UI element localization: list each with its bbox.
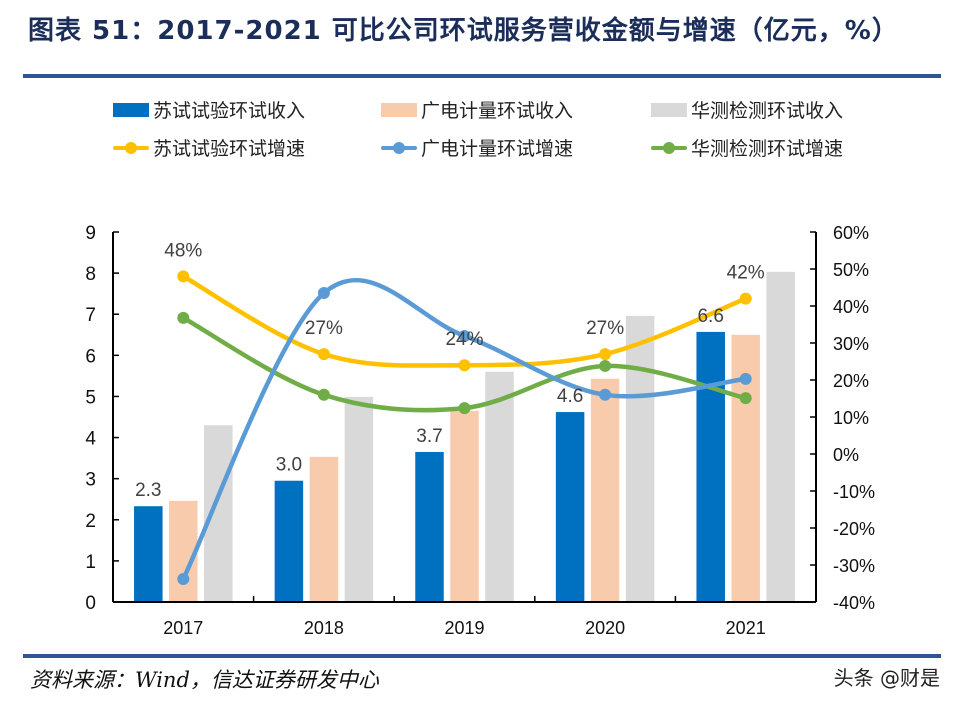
series-marker-guangdian-2017 — [177, 573, 190, 586]
bar-suzhou-2018 — [274, 480, 304, 602]
bar-suzhou-2021 — [696, 331, 725, 602]
series-marker-huace-2019 — [458, 402, 471, 415]
legend-item-huace-revenue: 华测检测环试收入 — [651, 96, 843, 123]
series-line-suzhou — [181, 274, 748, 368]
legend-item-suzhou-revenue: 苏试试验环试收入 — [113, 96, 305, 123]
bar-suzhou-2017 — [134, 506, 163, 602]
source-note: 资料来源：Wind，信达证券研发中心 — [30, 668, 379, 692]
legend-swatch — [381, 102, 417, 117]
legend-label: 苏试试验环试增速 — [153, 138, 306, 160]
bar-data-label: 4.6 — [557, 386, 583, 407]
bar-guangdian-2018 — [309, 456, 339, 602]
y-tick-label-right: 40% — [833, 297, 869, 317]
y-tick-label-left: 2 — [85, 511, 96, 532]
x-tick-label: 2020 — [585, 618, 625, 638]
x-tick-label: 2019 — [444, 618, 484, 638]
bar-huace-2020 — [625, 315, 655, 602]
y-tick-label-right: 60% — [833, 223, 869, 243]
x-tick-label: 2017 — [163, 618, 203, 638]
legend-item-suzhou-growth: 苏试试验环试增速 — [113, 134, 305, 161]
legend-line-marker — [113, 141, 149, 155]
y-tick-label-left: 1 — [85, 552, 96, 573]
series-marker-huace-2021 — [739, 392, 752, 405]
series-marker-suzhou-2020 — [599, 348, 612, 361]
y-tick-label-left: 0 — [85, 593, 96, 614]
y-tick-label-left: 6 — [85, 346, 96, 367]
y-tick-label-left: 7 — [85, 305, 96, 326]
legend-item-guangdian-revenue: 广电计量环试收入 — [381, 96, 573, 123]
y-tick-label-left: 8 — [85, 264, 96, 285]
x-tick-label: 2018 — [304, 618, 344, 638]
bar-data-label: 3.0 — [276, 455, 302, 476]
legend-swatch — [113, 102, 149, 117]
legend-label: 苏试试验环试收入 — [153, 100, 306, 122]
series-marker-guangdian-2018 — [317, 287, 330, 300]
line-data-label: 48% — [164, 240, 202, 261]
bar-data-label: 6.6 — [697, 306, 723, 327]
line-data-label: 42% — [727, 263, 765, 284]
bar-guangdian-2019 — [450, 410, 479, 602]
legend-label: 华测检测环试收入 — [691, 100, 844, 122]
y-tick-label-right: -20% — [833, 519, 875, 539]
series-line-guangdian — [181, 277, 748, 582]
legend-item-guangdian-growth: 广电计量环试增速 — [381, 134, 573, 161]
line-data-label: 27% — [586, 318, 624, 339]
legend-line-marker — [381, 141, 417, 155]
bar-huace-2019 — [485, 371, 514, 602]
y-tick-label-right: -40% — [833, 593, 875, 613]
series-marker-huace-2018 — [317, 388, 330, 401]
series-marker-suzhou-2018 — [317, 348, 330, 361]
y-tick-label-left: 3 — [85, 470, 96, 491]
bar-guangdian-2020 — [590, 378, 620, 602]
x-tick-label: 2021 — [726, 618, 766, 638]
series-marker-huace-2017 — [177, 311, 190, 324]
bar-suzhou-2020 — [555, 412, 585, 602]
y-tick-label-left: 9 — [85, 223, 96, 244]
chart-title: 图表 51：2017-2021 可比公司环试服务营收金额与增速（亿元，%） — [28, 16, 899, 46]
series-marker-suzhou-2019 — [458, 359, 471, 372]
legend-swatch — [651, 102, 687, 117]
legend-item-huace-growth: 华测检测环试增速 — [651, 134, 843, 161]
y-tick-label-right: -10% — [833, 482, 875, 502]
y-tick-label-right: -30% — [833, 556, 875, 576]
series-marker-suzhou-2021 — [739, 292, 752, 305]
y-tick-label-right: 50% — [833, 260, 869, 280]
series-marker-guangdian-2021 — [739, 372, 752, 385]
watermark: 头条 @财是 — [833, 666, 940, 690]
line-data-label: 24% — [445, 329, 483, 350]
series-marker-guangdian-2020 — [599, 388, 612, 401]
bar-guangdian-2017 — [169, 500, 198, 602]
title-rule — [23, 74, 941, 78]
y-tick-label-left: 4 — [85, 429, 96, 450]
bar-data-label: 3.7 — [416, 426, 442, 447]
bar-data-label: 2.3 — [135, 480, 161, 501]
legend-label: 广电计量环试增速 — [421, 138, 574, 160]
series-marker-guangdian-2019 — [458, 329, 471, 342]
series-marker-suzhou-2017 — [177, 270, 190, 283]
y-tick-label-right: 30% — [833, 334, 869, 354]
y-tick-label-right: 10% — [833, 408, 869, 428]
line-data-label: 27% — [305, 318, 343, 339]
series-marker-huace-2020 — [599, 359, 612, 372]
bar-huace-2021 — [766, 271, 795, 602]
y-tick-label-left: 5 — [85, 387, 96, 408]
legend-label: 华测检测环试增速 — [691, 138, 844, 160]
y-tick-label-right: 0% — [833, 445, 859, 465]
bar-suzhou-2019 — [415, 451, 444, 602]
bar-huace-2017 — [204, 425, 233, 602]
legend-label: 广电计量环试收入 — [421, 100, 574, 122]
y-tick-label-right: 20% — [833, 371, 869, 391]
bar-huace-2018 — [344, 396, 374, 602]
legend-line-marker — [651, 141, 687, 155]
source-rule — [23, 654, 941, 658]
